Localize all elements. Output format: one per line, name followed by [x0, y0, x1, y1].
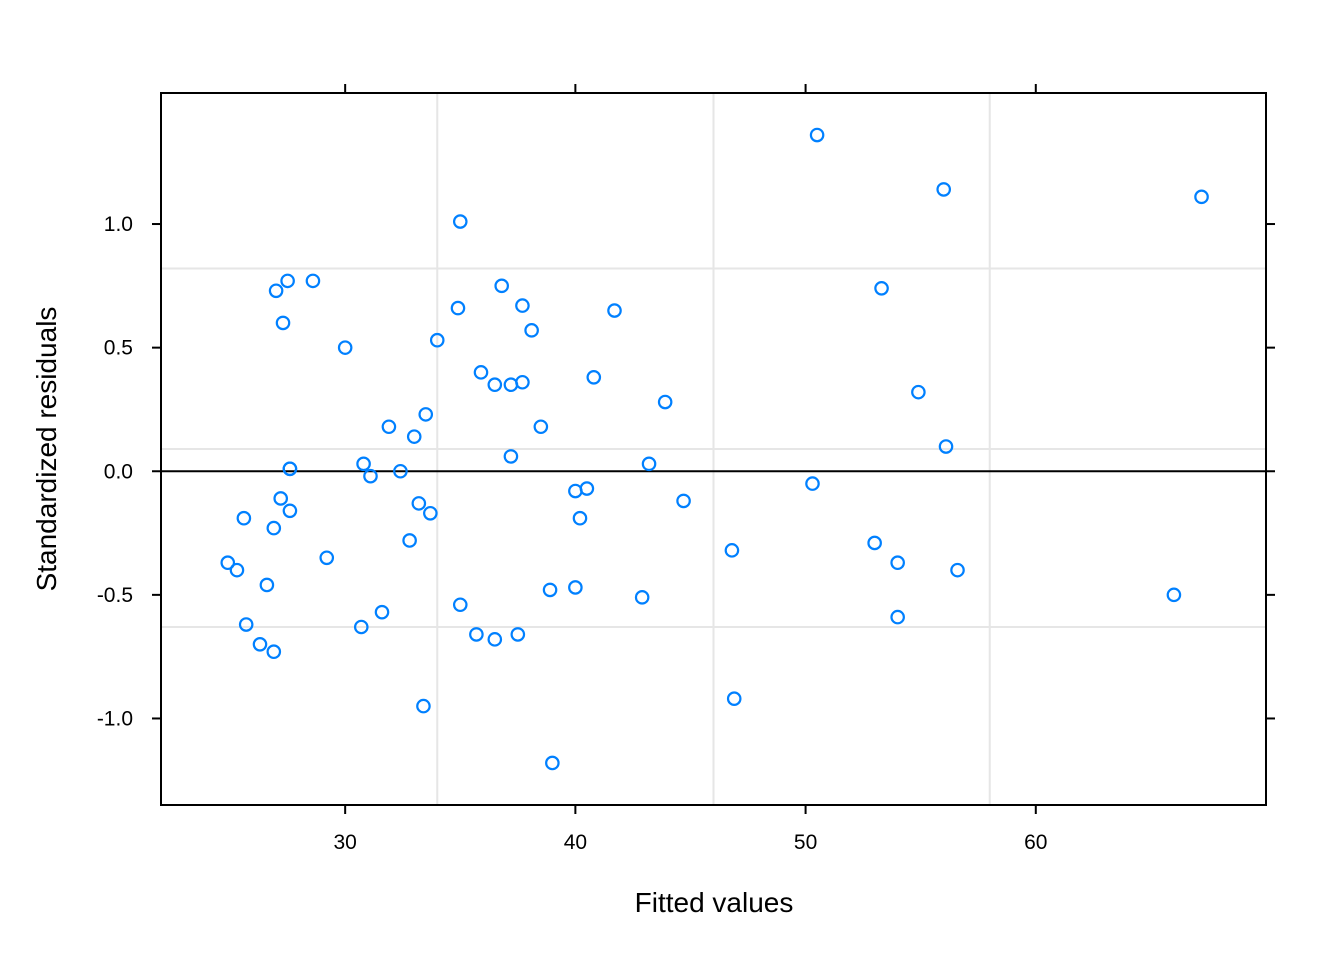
data-point	[356, 456, 371, 472]
data-point	[515, 298, 530, 313]
data-point	[634, 590, 650, 605]
data-point	[503, 449, 519, 464]
data-point	[452, 597, 468, 613]
y-tick-label: 0.5	[104, 337, 133, 360]
data-point	[319, 550, 335, 566]
data-point	[510, 627, 526, 642]
data-point	[337, 340, 353, 355]
data-point	[657, 394, 673, 410]
y-tick-label: -1.0	[97, 707, 133, 730]
data-point	[607, 303, 622, 318]
data-point	[1166, 587, 1182, 603]
x-axis-title: Fitted values	[635, 887, 794, 918]
data-point	[266, 644, 282, 660]
data-point	[259, 577, 275, 593]
data-point	[494, 278, 510, 294]
data-point	[568, 580, 583, 595]
data-point	[411, 496, 427, 511]
data-point	[406, 429, 422, 444]
data-point	[282, 503, 298, 519]
data-point	[305, 273, 321, 289]
data-point	[381, 419, 397, 435]
data-point	[273, 491, 289, 506]
data-point	[533, 419, 549, 435]
data-point	[220, 555, 236, 571]
data-point	[280, 273, 295, 289]
y-tick-label: 1.0	[104, 213, 133, 236]
data-point	[724, 543, 740, 558]
data-point	[503, 377, 519, 393]
data-point	[515, 374, 530, 390]
data-point	[805, 476, 820, 491]
data-point	[890, 555, 905, 571]
y-axis-title: Standardized residuals	[31, 307, 62, 592]
data-point	[393, 463, 408, 479]
data-point	[809, 127, 825, 143]
data-point	[429, 332, 445, 348]
data-point	[579, 481, 595, 496]
data-point	[586, 370, 602, 385]
data-point	[452, 214, 468, 229]
data-point	[363, 468, 378, 484]
y-tick-label: -0.5	[97, 584, 133, 607]
x-tick-label: 60	[1024, 831, 1047, 854]
data-point	[524, 323, 539, 338]
y-tick-label: 0.0	[104, 460, 133, 483]
data-point	[266, 520, 282, 536]
data-point	[542, 582, 558, 598]
data-point	[229, 562, 245, 578]
x-tick-label: 40	[564, 831, 587, 854]
ticks-layer: 30 40 50 60 -1.0 -0.5 0.0 0.5 1.0	[97, 84, 1275, 854]
data-point	[418, 407, 434, 422]
data-point	[487, 377, 503, 393]
data-point	[572, 510, 588, 526]
data-point	[268, 283, 284, 299]
grid-layer	[161, 93, 1266, 805]
data-point	[867, 535, 882, 551]
data-point	[374, 604, 390, 620]
data-point	[252, 637, 268, 652]
data-point	[275, 315, 291, 331]
data-point	[568, 483, 583, 499]
x-tick-label: 50	[794, 831, 817, 854]
data-point	[402, 533, 417, 548]
data-point	[416, 698, 431, 714]
data-point	[874, 281, 889, 296]
data-point	[545, 755, 560, 771]
data-point	[282, 461, 298, 477]
data-point	[911, 384, 926, 400]
data-point	[238, 617, 254, 632]
data-point	[938, 439, 954, 454]
data-point	[936, 182, 952, 197]
data-point	[450, 300, 466, 316]
plot-frame	[160, 92, 1267, 806]
data-point	[950, 562, 965, 578]
data-point	[676, 493, 691, 509]
data-point	[641, 456, 657, 472]
data-point	[473, 365, 489, 380]
x-tick-label: 30	[333, 831, 356, 854]
data-point	[1194, 189, 1209, 205]
data-point	[469, 627, 484, 642]
data-point	[487, 632, 503, 647]
data-point	[726, 691, 742, 706]
data-point	[353, 619, 369, 635]
points-layer	[220, 127, 1209, 771]
data-point	[236, 510, 252, 526]
data-point	[890, 609, 905, 625]
data-point	[423, 505, 438, 521]
